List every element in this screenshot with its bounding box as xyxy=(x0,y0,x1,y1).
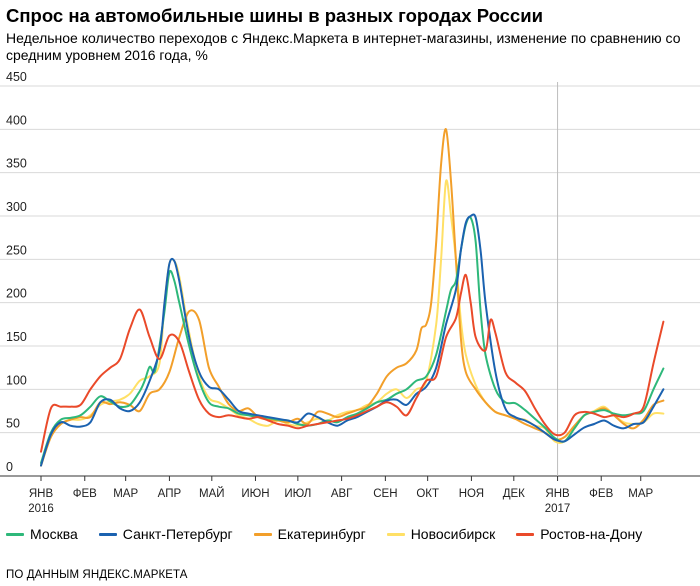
y-tick-label: 300 xyxy=(6,200,27,214)
legend-swatch xyxy=(98,532,117,536)
y-tick-label: 350 xyxy=(6,157,27,171)
x-axis: ЯНВ 2016 ФЕВ МАР АПР МАЙ ИЮН ИЮЛ АВГ СЕН ОКТ НОЯ ДЕК… xyxy=(28,476,654,515)
x-tick-label: МАЙ xyxy=(199,487,225,500)
y-tick-label: 450 xyxy=(6,70,27,84)
legend-item-novosibirsk: Новосибирск xyxy=(386,526,496,542)
x-tick-label: ФЕВ xyxy=(73,488,97,500)
y-tick-label: 200 xyxy=(6,287,27,301)
legend-swatch xyxy=(6,532,24,536)
y-tick-label: 100 xyxy=(6,373,27,387)
legend-label: Ростов-на-Дону xyxy=(540,526,643,542)
legend-label: Москва xyxy=(30,526,78,542)
x-tick-label: АПР xyxy=(158,488,182,500)
source-note: ПО ДАННЫМ ЯНДЕКС.МАРКЕТА xyxy=(6,569,188,581)
chart-subtitle: Недельное количество переходов с Яндекс.… xyxy=(6,30,681,63)
legend-item-rostov-on-don: Ростов-на-Дону xyxy=(516,526,642,542)
x-tick-label: ЯНВ xyxy=(545,488,570,500)
y-tick-label: 400 xyxy=(6,113,27,127)
series-line-saint-petersburg xyxy=(40,213,665,467)
series-lines xyxy=(40,128,665,467)
line-chart: 0 50 100 150 200 250 300 350 400 450 ЯНВ 2016 ФЕВ МА… xyxy=(0,70,700,515)
x-tick-label: АВГ xyxy=(331,488,353,500)
y-tick-label: 150 xyxy=(6,330,27,344)
x-tick-label: ИЮН xyxy=(241,488,269,500)
x-tick-label: МАР xyxy=(113,488,138,500)
x-tick-label: ИЮЛ xyxy=(284,488,311,500)
legend: Москва Санкт-Петербург Екатеринбург Новосиб… xyxy=(6,526,663,542)
x-tick-label: ФЕВ xyxy=(589,488,613,500)
series-line-moscow xyxy=(40,215,665,464)
x-tick-label: СЕН xyxy=(373,488,397,500)
legend-item-saint-petersburg: Санкт-Петербург xyxy=(98,526,233,542)
legend-item-yekaterinburg: Екатеринбург xyxy=(253,526,366,542)
legend-label: Екатеринбург xyxy=(277,526,366,542)
y-tick-label: 0 xyxy=(6,460,13,474)
x-tick-label: ОКТ xyxy=(416,488,439,500)
legend-item-moscow: Москва xyxy=(6,526,78,542)
legend-swatch xyxy=(386,532,405,536)
legend-swatch xyxy=(253,532,272,536)
x-tick-year: 2016 xyxy=(28,503,54,515)
legend-label: Новосибирск xyxy=(410,526,496,542)
chart-title: Спрос на автомобильные шины в разных гор… xyxy=(6,5,543,26)
x-tick-label: ЯНВ xyxy=(29,488,54,500)
legend-swatch xyxy=(516,532,535,536)
series-line-rostov-on-don xyxy=(40,273,665,453)
x-tick-year: 2017 xyxy=(545,503,571,515)
y-tick-label: 250 xyxy=(6,243,27,257)
y-tick-label: 50 xyxy=(6,417,20,431)
x-tick-label: ДЕК xyxy=(503,488,525,500)
x-tick-label: НОЯ xyxy=(459,488,484,500)
x-tick-label: МАР xyxy=(628,488,653,500)
gridlines xyxy=(0,82,700,477)
y-axis: 0 50 100 150 200 250 300 350 400 450 xyxy=(6,70,27,474)
legend-label: Санкт-Петербург xyxy=(122,526,233,542)
